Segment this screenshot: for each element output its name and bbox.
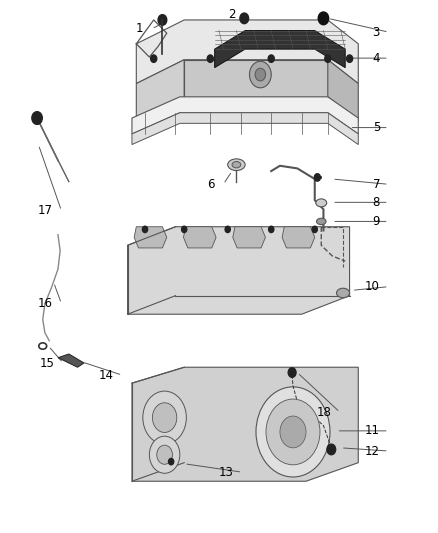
Text: 10: 10 <box>365 280 380 293</box>
Circle shape <box>151 55 157 62</box>
Circle shape <box>325 55 331 62</box>
Text: 16: 16 <box>38 297 53 310</box>
Text: 11: 11 <box>365 424 380 438</box>
Text: 17: 17 <box>38 204 53 217</box>
Polygon shape <box>132 367 358 481</box>
Circle shape <box>157 445 173 464</box>
Circle shape <box>169 458 174 465</box>
Text: 12: 12 <box>365 445 380 457</box>
Text: 2: 2 <box>228 8 236 21</box>
Circle shape <box>152 403 177 432</box>
Circle shape <box>240 13 249 23</box>
Ellipse shape <box>317 218 326 224</box>
Polygon shape <box>127 227 350 314</box>
Text: 4: 4 <box>373 52 380 64</box>
Circle shape <box>256 387 330 477</box>
Text: 9: 9 <box>373 215 380 228</box>
Polygon shape <box>215 30 345 68</box>
Polygon shape <box>134 227 167 248</box>
Text: 7: 7 <box>373 178 380 191</box>
Polygon shape <box>132 113 358 144</box>
Polygon shape <box>136 20 358 84</box>
Circle shape <box>346 55 353 62</box>
Polygon shape <box>184 60 328 97</box>
Polygon shape <box>328 60 358 120</box>
Ellipse shape <box>232 161 241 168</box>
Ellipse shape <box>228 159 245 171</box>
Text: 6: 6 <box>207 178 215 191</box>
Circle shape <box>182 226 187 232</box>
Circle shape <box>268 226 274 232</box>
Text: 13: 13 <box>219 466 234 479</box>
Circle shape <box>268 55 274 62</box>
Circle shape <box>143 391 186 444</box>
Circle shape <box>327 444 336 455</box>
Ellipse shape <box>336 288 350 298</box>
Text: 14: 14 <box>99 369 114 382</box>
Text: 3: 3 <box>373 26 380 38</box>
Circle shape <box>149 436 180 473</box>
Text: 1: 1 <box>135 22 143 36</box>
Circle shape <box>288 368 296 377</box>
Ellipse shape <box>316 199 327 207</box>
Circle shape <box>158 14 167 25</box>
Polygon shape <box>136 60 184 120</box>
Circle shape <box>280 416 306 448</box>
Circle shape <box>312 226 318 232</box>
Circle shape <box>266 399 320 465</box>
Polygon shape <box>184 227 216 248</box>
Polygon shape <box>233 227 265 248</box>
Text: 5: 5 <box>373 121 380 134</box>
Circle shape <box>225 226 230 232</box>
Text: 8: 8 <box>373 196 380 209</box>
Circle shape <box>314 174 321 181</box>
Circle shape <box>318 12 328 25</box>
Circle shape <box>250 61 271 88</box>
Text: 15: 15 <box>39 357 54 369</box>
Circle shape <box>142 226 148 232</box>
Circle shape <box>255 68 265 81</box>
Polygon shape <box>132 97 358 134</box>
Polygon shape <box>58 354 84 367</box>
Text: 18: 18 <box>316 406 331 419</box>
Polygon shape <box>282 227 315 248</box>
Circle shape <box>32 112 42 124</box>
Circle shape <box>207 55 213 62</box>
